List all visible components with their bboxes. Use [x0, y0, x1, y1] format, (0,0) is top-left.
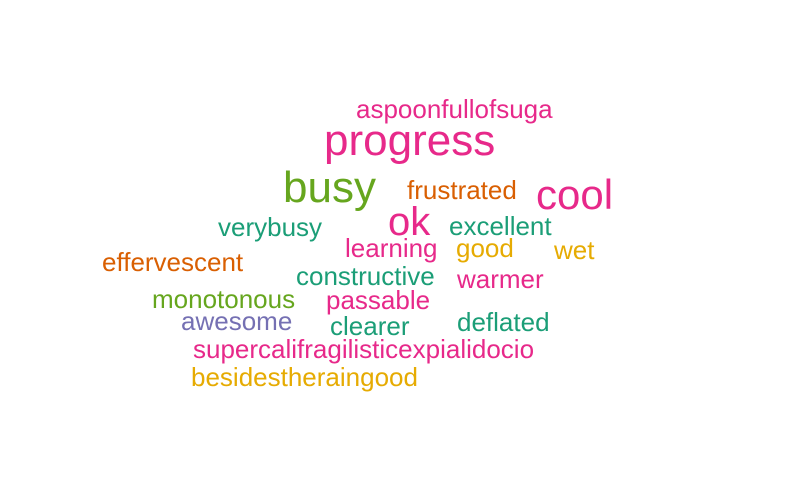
word-learning: learning: [345, 233, 438, 263]
word-constructive: constructive: [296, 261, 435, 291]
word-cool: cool: [536, 171, 614, 218]
word-awesome: awesome: [181, 306, 293, 336]
word-busy: busy: [283, 163, 376, 212]
word-supercalifragilisticexpialidocio: supercalifragilisticexpialidocio: [193, 334, 535, 364]
word-clearer: clearer: [330, 311, 410, 341]
word-wet: wet: [554, 235, 595, 265]
word-excellent: excellent: [449, 211, 552, 241]
word-good: good: [456, 233, 514, 263]
word-monotonous: monotonous: [152, 284, 296, 314]
word-aspoonfullofsuga: aspoonfullofsuga: [356, 94, 553, 124]
word-ok: ok: [388, 200, 431, 244]
word-progress: progress: [324, 116, 496, 165]
word-besidestheraingood: besidestheraingood: [191, 362, 418, 392]
word-verybusy: verybusy: [218, 212, 323, 242]
word-frustrated: frustrated: [407, 175, 517, 205]
word-effervescent: effervescent: [102, 247, 244, 277]
word-deflated: deflated: [457, 307, 550, 337]
word-warmer: warmer: [457, 264, 544, 294]
word-passable: passable: [326, 285, 431, 315]
